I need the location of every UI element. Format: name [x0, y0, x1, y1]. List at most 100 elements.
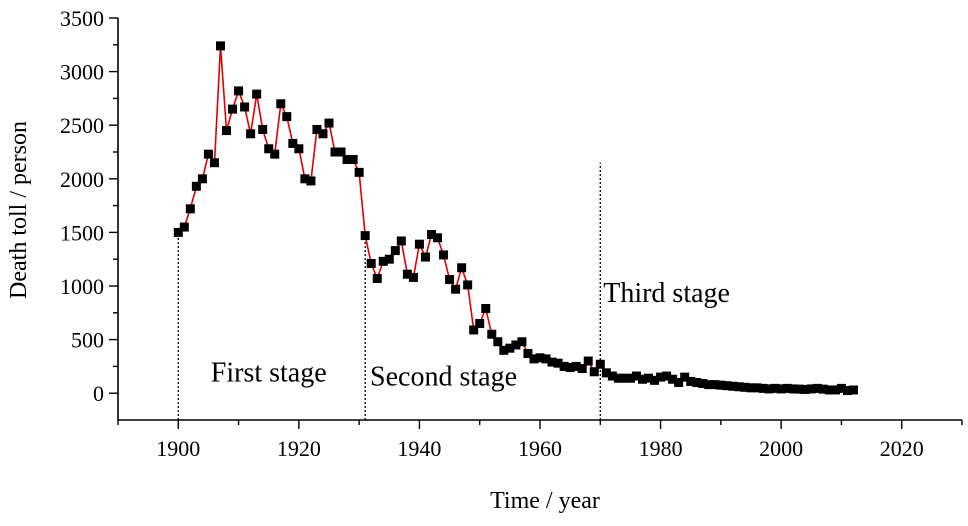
data-point — [818, 384, 828, 394]
data-point — [481, 304, 491, 314]
data-point — [565, 362, 575, 372]
data-point — [270, 149, 280, 159]
data-point — [469, 325, 479, 335]
data-point — [324, 118, 334, 128]
data-point — [451, 284, 461, 294]
data-point — [674, 377, 684, 387]
data-point — [445, 275, 455, 285]
data-point — [668, 374, 678, 384]
data-point — [173, 227, 183, 237]
y-tick-label: 1000 — [60, 274, 104, 299]
data-point — [228, 104, 238, 114]
data-point — [523, 349, 533, 359]
data-point — [752, 383, 762, 393]
data-point — [770, 383, 780, 393]
data-point — [830, 385, 840, 395]
data-point — [336, 147, 346, 157]
data-point — [595, 359, 605, 369]
x-tick-label: 1900 — [156, 436, 200, 461]
data-point — [487, 329, 497, 339]
data-point — [577, 364, 587, 374]
data-point — [209, 158, 219, 168]
data-point — [240, 102, 250, 112]
data-point — [185, 204, 195, 214]
data-point — [686, 376, 696, 386]
data-point — [698, 379, 708, 389]
y-tick-label: 3000 — [60, 60, 104, 85]
data-point — [348, 155, 358, 165]
data-point — [535, 353, 545, 363]
data-point — [246, 129, 256, 139]
x-tick-label: 1960 — [518, 436, 562, 461]
stage-label: First stage — [211, 357, 327, 388]
x-tick-label: 1940 — [397, 436, 441, 461]
data-point — [842, 386, 852, 396]
data-point — [439, 250, 449, 260]
data-point — [559, 361, 569, 371]
data-point — [722, 381, 732, 391]
tick-labels: 1900 1920 1940 1960 1980 2000 2020 0 500 1000 1500… — [60, 6, 924, 461]
data-point — [776, 384, 786, 394]
data-point — [378, 256, 388, 266]
data-point — [806, 384, 816, 394]
data-point — [728, 381, 738, 391]
data-point — [625, 373, 635, 383]
data-point — [179, 222, 189, 232]
data-point — [294, 144, 304, 154]
data-point — [402, 269, 412, 279]
stage-label: Third stage — [603, 278, 730, 309]
data-point — [764, 384, 774, 394]
data-point — [511, 340, 521, 350]
data-point — [203, 149, 213, 159]
series-line — [177, 45, 854, 392]
data-point — [384, 254, 394, 264]
data-point — [571, 361, 581, 371]
data-point — [312, 124, 322, 134]
data-point — [541, 354, 551, 364]
data-point — [342, 155, 352, 165]
x-tick-label: 2020 — [880, 436, 924, 461]
data-points — [173, 41, 858, 396]
data-point — [662, 371, 672, 381]
y-tick-label: 500 — [71, 328, 104, 353]
data-point — [848, 385, 858, 395]
data-point — [300, 174, 310, 184]
data-point — [306, 176, 316, 186]
data-point — [426, 230, 436, 240]
data-point — [656, 372, 666, 382]
tick-marks — [109, 17, 963, 429]
data-point — [396, 236, 406, 246]
x-tick-label: 1980 — [639, 436, 683, 461]
data-point — [631, 371, 641, 381]
data-point — [318, 129, 328, 139]
data-point — [529, 354, 539, 364]
stage-dividers — [177, 162, 601, 420]
data-point — [222, 126, 232, 136]
data-point — [740, 382, 750, 392]
data-point — [692, 377, 702, 387]
stage-label: Second stage — [370, 362, 517, 393]
data-point — [234, 86, 244, 96]
data-point — [800, 384, 810, 394]
y-tick-label: 1500 — [60, 220, 104, 245]
data-point — [372, 273, 382, 283]
data-point — [517, 337, 527, 347]
data-point — [354, 167, 364, 177]
data-point — [716, 380, 726, 390]
data-point — [758, 383, 768, 393]
data-point — [836, 383, 846, 393]
data-point — [613, 373, 623, 383]
y-tick-label: 2500 — [60, 113, 104, 138]
x-axis-title: Time / year — [490, 488, 600, 514]
data-point — [433, 233, 443, 243]
data-point — [475, 319, 485, 329]
data-point — [601, 368, 611, 378]
y-tick-label: 0 — [93, 381, 104, 406]
x-tick-label: 1920 — [277, 436, 321, 461]
data-point — [288, 138, 298, 148]
data-point — [704, 380, 714, 390]
y-tick-label: 2000 — [60, 167, 104, 192]
data-point — [390, 246, 400, 256]
y-tick-label: 3500 — [60, 6, 104, 31]
